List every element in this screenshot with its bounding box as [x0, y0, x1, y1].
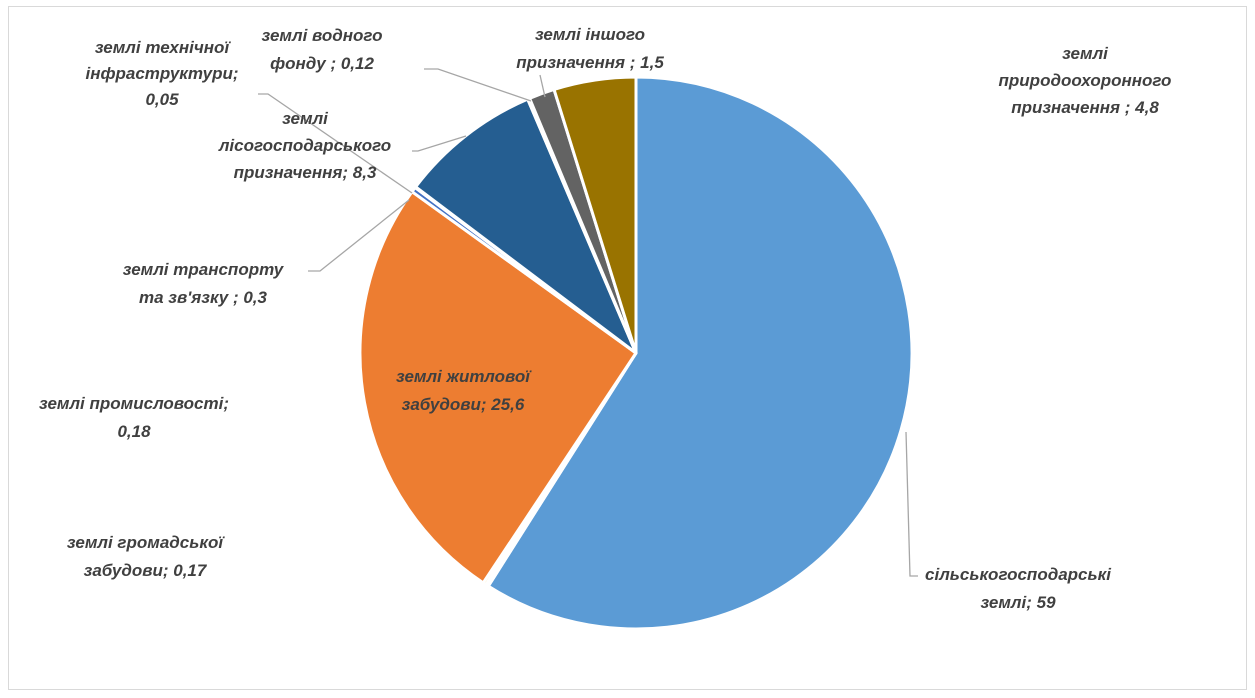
- data-label-line: призначення ; 4,8: [1011, 98, 1159, 117]
- pie-slice-землі-лісогосподарського-призначення: [414, 97, 638, 355]
- data-label-землі-транспорту-та-зв-язку: землі транспорту та зв'язку ; 0,3: [123, 260, 285, 307]
- data-label-line: землі промисловості;: [39, 394, 229, 413]
- leader-line-землі-лісогосподарського-призначення: [412, 135, 467, 152]
- leader-line-сільськогосподарські-землі: [905, 431, 918, 577]
- leader-lines: [258, 68, 918, 577]
- leader-line-землі-водного-фонду: [424, 68, 532, 102]
- data-label-line: лісогосподарського: [218, 136, 391, 155]
- data-label-сільськогосподарські-землі: сільськогосподарські землі; 59: [925, 565, 1112, 612]
- pie-slice-землі-природоохоронного-призначення: [552, 75, 638, 355]
- data-label-line: землі; 59: [980, 593, 1056, 612]
- data-label-землі-водного-фонду: землі водного фонду ; 0,12: [262, 26, 383, 73]
- data-label-line: призначення; 8,3: [234, 163, 377, 182]
- data-label-line: сільськогосподарські: [925, 565, 1112, 584]
- pie-slices: [358, 75, 914, 631]
- data-label-line: землі громадської: [67, 533, 225, 552]
- data-label-line: 0,18: [117, 422, 151, 441]
- pie-slice-землі-житлової-забудови: [358, 190, 638, 585]
- data-label-line: забудови; 0,17: [84, 561, 208, 580]
- data-label-line: землі іншого: [535, 25, 645, 44]
- data-label-землі-громадської-забудови: землі громадської забудови; 0,17: [67, 533, 225, 580]
- leader-line-землі-транспорту-та-зв-язку: [308, 199, 410, 272]
- data-label-line: землі: [282, 109, 329, 128]
- data-label-line: землі: [1062, 44, 1109, 63]
- data-label-line: землі технічної: [95, 38, 232, 57]
- data-label-землі-іншого-призначення: землі іншого призначення ; 1,5: [516, 25, 664, 72]
- data-label-землі-природоохоронного-призначення: землі природоохоронного призначення ; 4,8: [999, 44, 1172, 117]
- leader-line-землі-технічної-інфраструктури: [258, 93, 413, 194]
- data-label-line: фонду ; 0,12: [270, 54, 374, 73]
- leader-line-землі-іншого-призначення: [539, 74, 546, 98]
- data-label-line: землі житлової: [396, 367, 532, 386]
- data-label-землі-лісогосподарського-призначення: землі лісогосподарського призначення; 8,3: [218, 109, 391, 182]
- data-label-line: землі транспорту: [123, 260, 285, 279]
- data-label-line: 0,05: [145, 90, 179, 109]
- data-label-землі-житлової-забудови: землі житлової забудови; 25,6: [396, 367, 532, 414]
- data-label-line: інфраструктури;: [85, 64, 238, 83]
- data-label-line: природоохоронного: [999, 71, 1172, 90]
- data-label-line: землі водного: [262, 26, 383, 45]
- data-label-line: забудови; 25,6: [402, 395, 525, 414]
- data-label-землі-промисловості: землі промисловості; 0,18: [39, 394, 229, 441]
- data-label-line: призначення ; 1,5: [516, 53, 664, 72]
- data-labels: сільськогосподарські землі; 59 землі грома…: [39, 25, 1171, 612]
- pie-slice-сільськогосподарські-землі: [486, 75, 914, 631]
- data-label-землі-технічної-інфраструктури: землі технічної інфраструктури; 0,05: [85, 38, 238, 109]
- data-label-line: та зв'язку ; 0,3: [139, 288, 268, 307]
